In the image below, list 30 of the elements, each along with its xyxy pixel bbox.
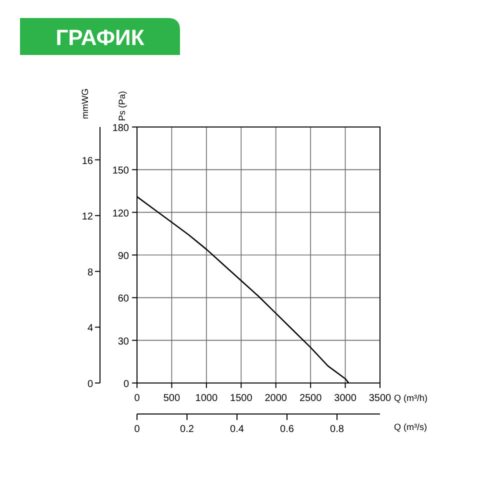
- y2-axis-title: mmWG: [80, 88, 90, 119]
- y-tick-label: 180: [112, 123, 130, 134]
- x2-tick-label: 0.6: [280, 424, 294, 435]
- y-tick-label: 30: [118, 336, 130, 348]
- x2-tick-label: 0.8: [330, 424, 344, 435]
- y2-tick-label: 8: [87, 267, 94, 278]
- x-tick-label: 3500: [368, 393, 392, 404]
- x-tick-label: 3000: [334, 393, 357, 404]
- y-tick-label: 60: [118, 294, 130, 305]
- y-tick-label: 150: [112, 166, 130, 177]
- y2-tick-label: 12: [82, 212, 94, 223]
- x-axis-title: Q (m³/h): [394, 393, 428, 403]
- x-tick-label: 500: [163, 393, 180, 404]
- x2-axis-title: Q (m³/s): [394, 422, 427, 432]
- y-tick-label: 120: [112, 208, 130, 220]
- chart-title: ГРАФИК: [56, 25, 145, 50]
- x-tick-label: 2500: [299, 393, 322, 404]
- x-tick-label: 1500: [230, 393, 253, 404]
- y2-tick-label: 4: [87, 323, 94, 334]
- y2-tick-label: 0: [87, 379, 94, 390]
- y2-tick-label: 16: [82, 156, 94, 167]
- x2-tick-label: 0.2: [180, 424, 194, 435]
- x-tick-label: 0: [134, 393, 140, 404]
- x-tick-label: 1000: [195, 393, 218, 404]
- y-axis-title: Ps (Pa): [117, 90, 127, 121]
- y-tick-label: 90: [118, 251, 130, 262]
- y-tick-label: 0: [123, 379, 130, 390]
- x2-tick-label: 0.4: [230, 424, 244, 435]
- x2-tick-label: 0: [134, 424, 140, 435]
- x-tick-label: 2000: [264, 393, 288, 404]
